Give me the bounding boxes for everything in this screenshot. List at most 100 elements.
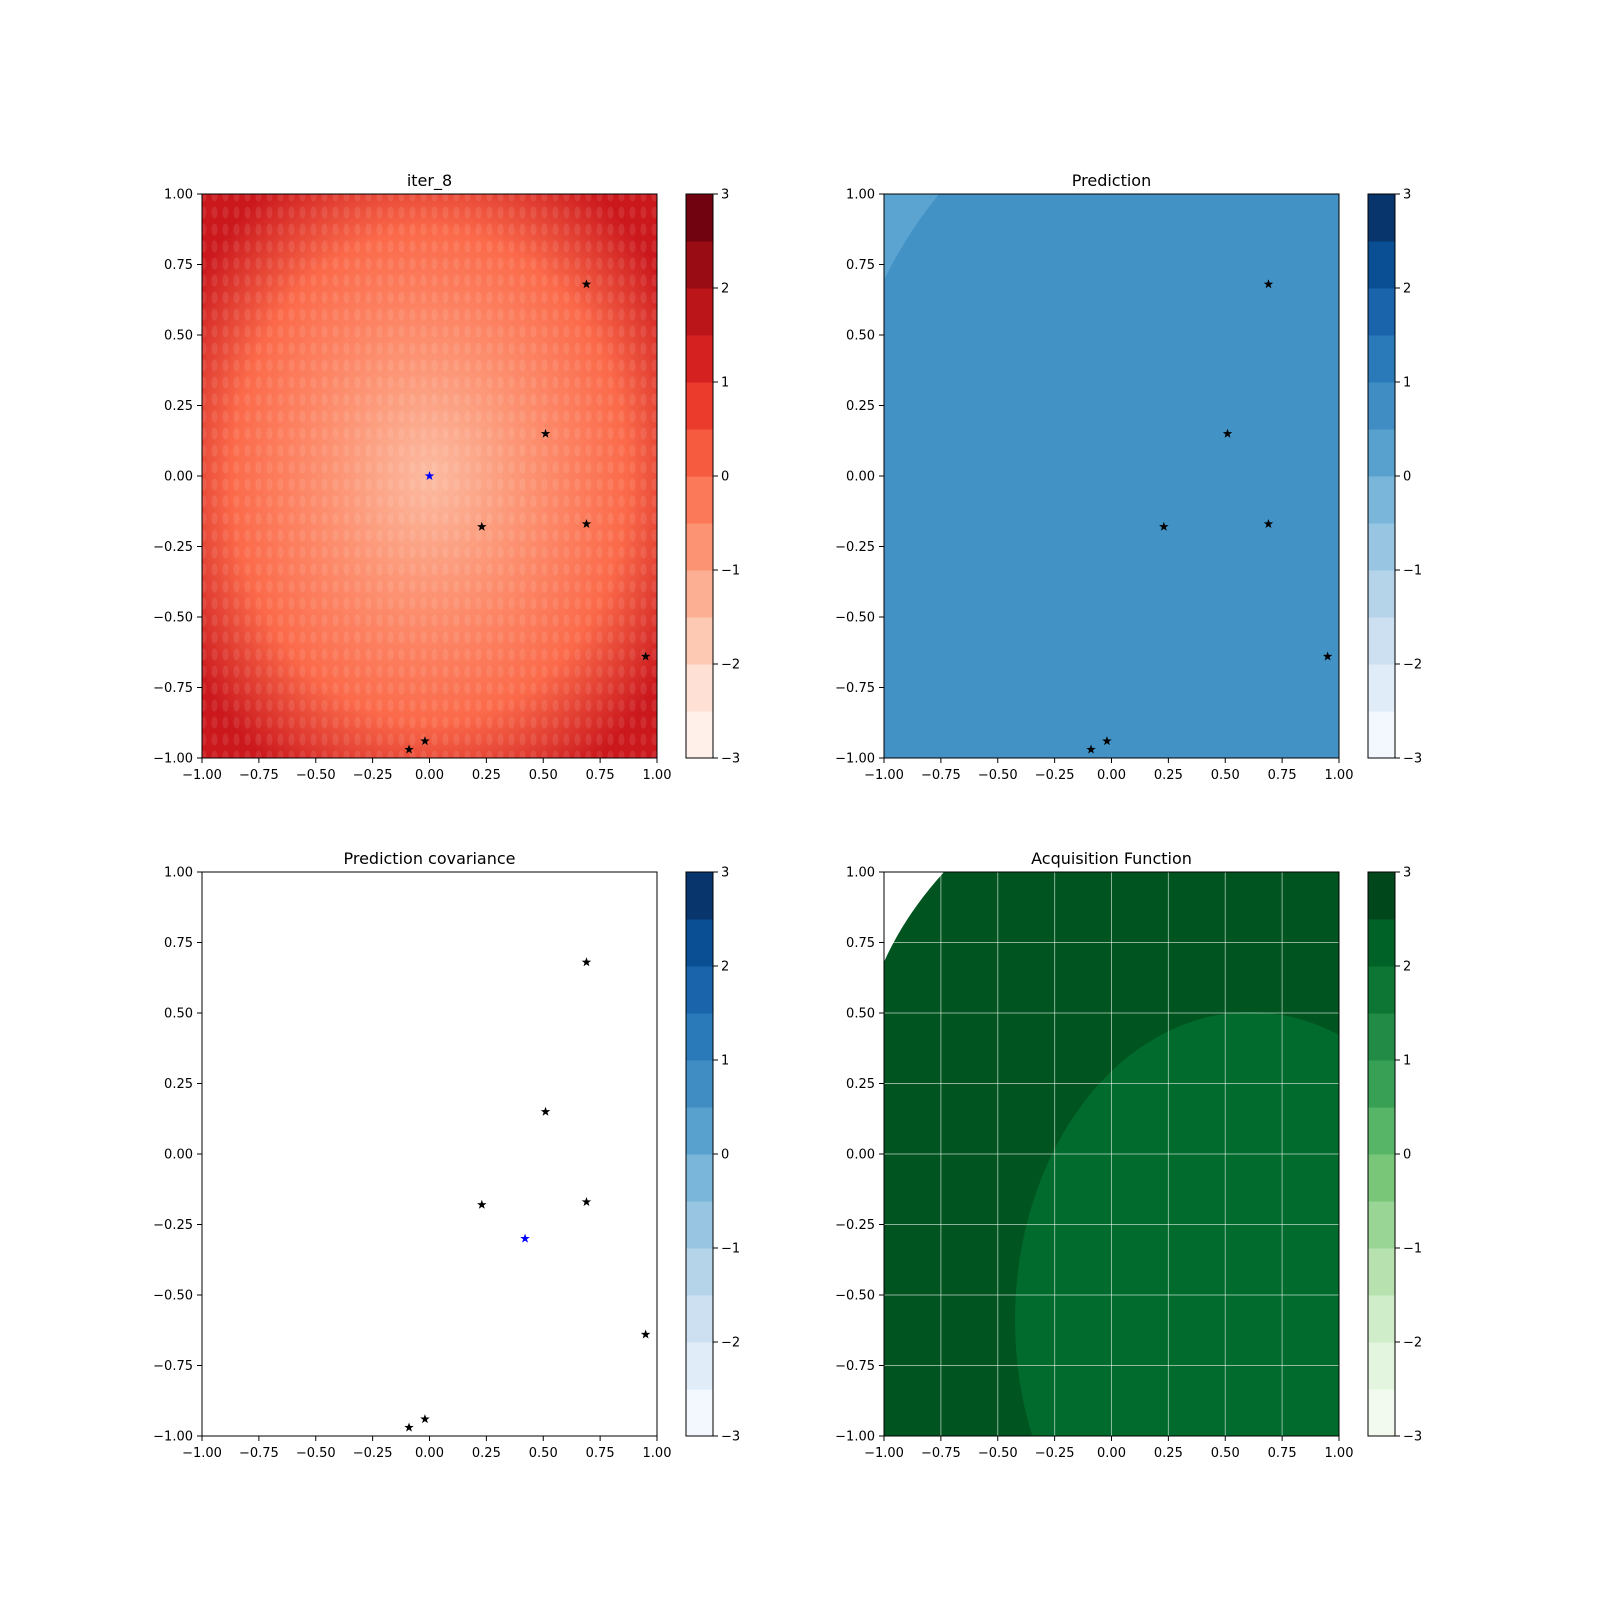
y-tick-label: 0.25	[164, 399, 193, 414]
colorbar-tick-label: 1	[721, 376, 729, 391]
y-tick-label: −1.00	[153, 752, 193, 767]
colorbar-level	[1368, 1060, 1395, 1108]
colorbar-tick-label: 0	[1403, 470, 1411, 485]
x-tick-label: 1.00	[1325, 1446, 1354, 1461]
data-point-star	[1322, 651, 1333, 661]
x-tick-label: −0.75	[239, 768, 279, 783]
colorbar-level	[686, 523, 713, 571]
colorbar-tick-label: −1	[721, 1242, 740, 1257]
x-tick-label: 0.75	[1268, 1446, 1297, 1461]
y-tick-label: −0.25	[835, 1218, 875, 1233]
y-tick-label: −0.75	[153, 681, 193, 696]
subplot-acquisition-function: Acquisition Function −1.00 −0.75 −0.50 −0.2…	[835, 849, 1422, 1461]
colorbar-level	[686, 1295, 713, 1343]
colorbar-level	[1368, 966, 1395, 1014]
y-tick-label: 0.00	[164, 470, 193, 485]
acquisition-region-inner	[1015, 1012, 1339, 1436]
y-axis: −1.00 −0.75 −0.50 −0.25 0.00 0.25 0.50 0.75 1.00	[153, 188, 202, 767]
data-points	[404, 279, 651, 754]
y-tick-label: 1.00	[164, 866, 193, 881]
y-tick-label: 0.75	[164, 936, 193, 951]
x-tick-label: −0.50	[978, 768, 1018, 783]
acquisition-region-corner	[884, 872, 944, 962]
colorbar-level	[686, 919, 713, 967]
colorbar-tick-label: −2	[1403, 658, 1422, 673]
subplot-title: Prediction	[1072, 171, 1151, 190]
x-axis: −1.00 −0.75 −0.50 −0.25 0.00 0.25 0.50 0.75 1.00	[182, 758, 671, 783]
colorbar-tick-label: −2	[721, 658, 740, 673]
data-point-star	[581, 957, 592, 967]
y-axis: −1.00 −0.75 −0.50 −0.25 0.00 0.25 0.50 0.75 1.00	[835, 866, 884, 1445]
x-tick-label: −0.75	[921, 1446, 961, 1461]
colorbar-level	[1368, 617, 1395, 665]
colorbar-level	[1368, 1013, 1395, 1061]
x-tick-label: −1.00	[182, 1446, 222, 1461]
colorbar-tick-label: −1	[1403, 564, 1422, 579]
colorbar-level	[686, 664, 713, 712]
colorbar-tick-label: −1	[1403, 1242, 1422, 1257]
y-axis: −1.00 −0.75 −0.50 −0.25 0.00 0.25 0.50 0.75 1.00	[153, 866, 202, 1445]
colorbar-level	[1368, 241, 1395, 289]
colorbar-tick-label: 1	[1403, 1054, 1411, 1069]
colorbar-tick-label: −1	[721, 564, 740, 579]
colorbar-tick-label: 3	[1403, 188, 1411, 203]
colorbar: −3 −2 −1 0 1 2 3	[1367, 188, 1422, 767]
colorbar-tick-label: 2	[721, 960, 729, 975]
colorbar-level	[1368, 1201, 1395, 1249]
x-tick-label: 0.00	[1097, 1446, 1126, 1461]
colorbar-level	[686, 966, 713, 1014]
data-point-star	[640, 651, 651, 661]
heatmap-field	[202, 872, 657, 1436]
y-tick-label: 0.00	[846, 470, 875, 485]
x-tick-label: −1.00	[864, 768, 904, 783]
colorbar-level	[1368, 711, 1395, 759]
colorbar-tick-label: 3	[721, 866, 729, 881]
y-tick-label: 1.00	[846, 866, 875, 881]
colorbar-tick-label: −3	[721, 1430, 740, 1445]
colorbar-tick-label: 3	[721, 188, 729, 203]
x-tick-label: −0.75	[239, 1446, 279, 1461]
y-tick-label: 0.75	[846, 936, 875, 951]
subplot-prediction: Prediction −1.00 −0.75 −0.50 −0.25 0.00 0.25 0…	[835, 171, 1422, 783]
data-point-star	[1159, 521, 1169, 531]
colorbar-level	[686, 194, 713, 242]
colorbar-level	[686, 476, 713, 524]
x-tick-label: −1.00	[864, 1446, 904, 1461]
y-tick-label: 0.25	[846, 399, 875, 414]
colorbar-level	[1368, 1248, 1395, 1296]
data-point-star	[477, 1199, 487, 1209]
x-tick-label: 0.50	[1211, 768, 1240, 783]
data-point-star	[1263, 518, 1274, 528]
subplot-prediction-covariance: Prediction covariance −1.00 −0.75 −0.50 −0.…	[153, 849, 740, 1461]
colorbar-level	[1368, 194, 1395, 242]
x-tick-label: −1.00	[182, 768, 222, 783]
y-tick-label: −0.50	[835, 1289, 875, 1304]
colorbar-level	[686, 1107, 713, 1155]
colorbar-level	[686, 1389, 713, 1437]
x-tick-label: −0.50	[296, 1446, 336, 1461]
colorbar-tick-label: 1	[721, 1054, 729, 1069]
data-point-star	[420, 1414, 430, 1424]
x-tick-label: 0.50	[1211, 1446, 1240, 1461]
y-tick-label: 0.50	[846, 1007, 875, 1022]
y-tick-label: 0.50	[164, 329, 193, 344]
data-point-star	[581, 279, 592, 289]
colorbar-tick-label: −3	[721, 752, 740, 767]
colorbar-level	[686, 288, 713, 336]
prediction-region-corner	[884, 194, 939, 280]
x-tick-label: −0.50	[978, 1446, 1018, 1461]
colorbar-tick-label: 0	[1403, 1148, 1411, 1163]
x-axis: −1.00 −0.75 −0.50 −0.25 0.00 0.25 0.50 0.75 1.00	[864, 758, 1353, 783]
data-point-star	[540, 428, 551, 438]
colorbar-level	[686, 1060, 713, 1108]
x-tick-label: 0.00	[415, 1446, 444, 1461]
y-tick-label: 0.50	[164, 1007, 193, 1022]
colorbar-level	[1368, 570, 1395, 618]
subplot-title: iter_8	[407, 171, 452, 191]
y-tick-label: 1.00	[846, 188, 875, 203]
y-tick-label: −1.00	[835, 1430, 875, 1445]
x-tick-label: 0.25	[1154, 1446, 1183, 1461]
colorbar-tick-label: −3	[1403, 1430, 1422, 1445]
colorbar-level	[1368, 288, 1395, 336]
colorbar-level	[686, 1342, 713, 1390]
